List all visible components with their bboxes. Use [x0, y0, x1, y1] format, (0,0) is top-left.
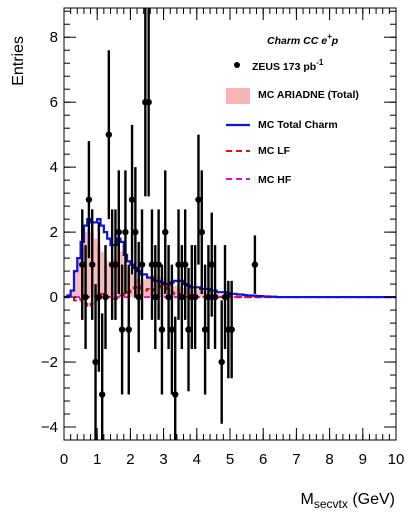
plot-frame [63, 7, 397, 441]
data-point-38 [205, 293, 212, 301]
y-tick-label: 0 [50, 289, 58, 306]
x-tick-label: 1 [93, 451, 101, 468]
data-point-18 [138, 261, 146, 268]
data-point-8 [105, 131, 113, 138]
legend-data-label: ZEUS 173 pb-1 [252, 58, 324, 73]
x-tick-label: 5 [226, 451, 234, 468]
x-tick-label: 3 [159, 451, 167, 468]
legend-title: Charm CC e+p [267, 32, 339, 47]
data-point-23 [155, 261, 162, 268]
data-point-1 [82, 293, 89, 301]
data-point-29 [175, 261, 182, 268]
data-point-32 [185, 326, 192, 333]
series-mc-ariadne-total [64, 228, 396, 298]
x-tick-label: 10 [388, 451, 405, 468]
data-point-27 [168, 326, 176, 333]
legend-swatch-mc-ariadne-total [226, 88, 250, 104]
data-point-42 [221, 293, 229, 301]
x-tick-label: 6 [259, 451, 267, 468]
x-tick-label: 8 [325, 451, 333, 468]
data-point-17 [135, 293, 142, 301]
data-point-28 [172, 391, 179, 398]
data-point-41 [218, 358, 225, 366]
plot-area [64, 8, 396, 440]
data-point-6 [98, 391, 106, 398]
data-point-26 [165, 293, 172, 301]
legend-label-mc-lf: MC LF [258, 145, 291, 157]
data-point-34 [191, 293, 199, 301]
data-point-36 [198, 228, 205, 236]
legend-label-mc-hf: MC HF [258, 174, 292, 186]
data-point-14 [125, 326, 132, 333]
legend-label-mc-ariadne-total: MC ARIADNE (Total) [258, 89, 359, 101]
data-point-39 [208, 261, 215, 268]
data-point-21 [148, 261, 156, 268]
data-point-24 [158, 326, 166, 333]
data-point-35 [195, 196, 202, 203]
series-mc-total-charm [64, 218, 396, 299]
data-point-11 [115, 228, 122, 236]
x-tick-label: 4 [193, 451, 201, 468]
data-point-10 [112, 261, 119, 268]
data-point-4 [92, 358, 99, 366]
data-point-16 [132, 228, 139, 236]
y-tick-label: 6 [50, 94, 58, 111]
y-tick-label: −4 [41, 419, 58, 436]
data-point-20 [145, 98, 152, 106]
axes: 0 1 2 3 4 5 6 7 8 9 10 −4 −2 0 2 4 6 8 [41, 7, 405, 468]
data-point-25 [162, 228, 169, 236]
x-tick-label: 7 [292, 451, 300, 468]
data-point-15 [128, 196, 136, 203]
data-point-3 [89, 261, 96, 268]
x-tick-label: 9 [359, 451, 367, 468]
legend-data-marker [234, 62, 240, 68]
y-tick-label: 8 [50, 29, 58, 46]
data-point-45 [251, 261, 259, 268]
data-point-30 [178, 293, 186, 301]
data-point-0 [79, 261, 86, 268]
data-point-2 [85, 196, 93, 203]
data-point-40 [211, 293, 219, 301]
data-point-44 [228, 326, 235, 333]
data-point-13 [122, 228, 129, 236]
y-tick-label: 2 [50, 224, 58, 241]
y-axis-title: Entries [10, 36, 27, 86]
y-tick-label: −2 [41, 354, 58, 371]
y-tick-label: 4 [50, 159, 58, 176]
x-axis-title: Msecvtx (GeV) [301, 491, 395, 511]
data-point-5 [95, 293, 103, 301]
data-point-12 [118, 326, 126, 333]
legend: Charm CC e+p ZEUS 173 pb-1 MC ARIADNE (Tot… [226, 32, 359, 186]
data-point-22 [152, 293, 159, 301]
x-tick-label: 2 [126, 451, 134, 468]
data-point-7 [102, 293, 109, 301]
x-tick-label: 0 [60, 451, 68, 468]
data-point-31 [181, 261, 189, 268]
data-point-37 [201, 326, 209, 333]
legend-label-mc-total-charm: MC Total Charm [258, 119, 338, 131]
